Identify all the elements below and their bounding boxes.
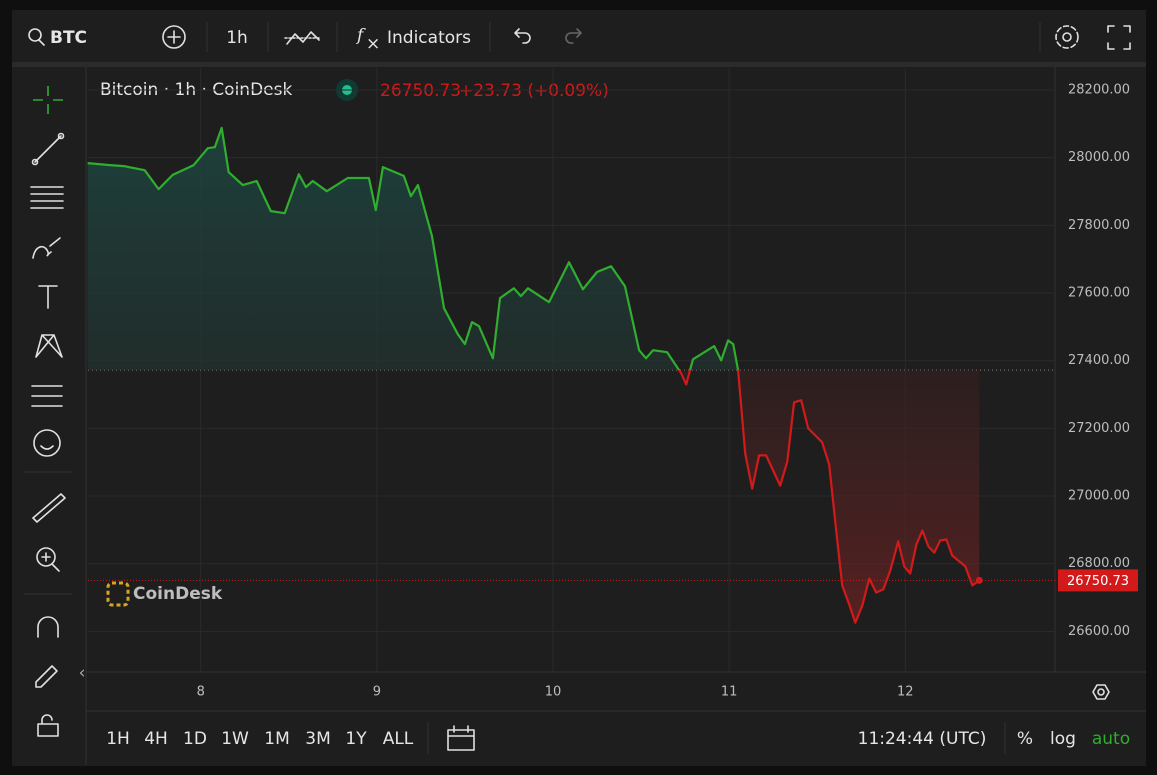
chart-type-icon[interactable] <box>286 31 320 45</box>
y-tick-label: 27400.00 <box>1068 353 1130 368</box>
range-button[interactable]: 1M <box>264 729 289 749</box>
magnet-tool[interactable] <box>37 616 59 638</box>
y-tick-label: 27000.00 <box>1068 489 1130 504</box>
range-button[interactable]: 1W <box>221 729 249 749</box>
interval[interactable]: 1h <box>226 28 248 48</box>
range-button[interactable]: ALL <box>383 729 414 749</box>
axis-settings-icon <box>1097 688 1105 696</box>
scale-option[interactable]: % <box>1017 729 1033 749</box>
price-line <box>87 126 980 624</box>
watermark: CoinDesk <box>133 584 223 604</box>
x-tick-label: 12 <box>897 685 914 700</box>
fib-tool[interactable] <box>30 186 64 209</box>
add-icon <box>167 30 181 44</box>
scale-option[interactable]: log <box>1050 729 1076 749</box>
lock-drawing-tool[interactable] <box>35 665 58 688</box>
y-tick-label: 26600.00 <box>1068 624 1130 639</box>
unlock-tool[interactable] <box>37 714 59 737</box>
search-icon[interactable] <box>28 28 42 42</box>
x-tick-label: 10 <box>545 685 562 700</box>
header-price: 26750.73 <box>380 81 461 101</box>
range-button[interactable]: 4H <box>144 729 168 749</box>
fullscreen-icon[interactable] <box>1107 25 1131 50</box>
x-tick-label: 8 <box>197 685 205 700</box>
undo-icon[interactable] <box>514 28 531 44</box>
y-tick-label: 28200.00 <box>1068 82 1130 97</box>
line-tool[interactable] <box>34 135 62 163</box>
axis-settings-icon[interactable] <box>1092 684 1110 700</box>
y-tick-label: 27600.00 <box>1068 286 1130 301</box>
collapse-toggle[interactable]: ‹ <box>79 663 86 683</box>
bottom-toolbar: 11:24:44 (UTC) 1H 4H 1D 1W 1M 3M 1Y ALL% log auto <box>106 722 1130 754</box>
range-button[interactable]: 1Y <box>345 729 367 749</box>
watermark-logo <box>106 581 130 607</box>
add-icon[interactable] <box>162 25 186 49</box>
forecast-tool[interactable] <box>31 385 63 407</box>
range-button[interactable]: 1H <box>106 729 130 749</box>
clock: 11:24:44 (UTC) <box>858 729 987 749</box>
line-tool <box>31 158 39 166</box>
baseline-area <box>87 127 980 623</box>
range-button[interactable]: 3M <box>305 729 330 749</box>
top-toolbar: BTC 1h f × Indicators <box>28 22 1131 54</box>
settings-icon <box>1055 25 1079 49</box>
x-tick-label: 9 <box>373 685 381 700</box>
ruler-tool[interactable] <box>32 493 66 523</box>
plot: 26600.00 26800.00 27000.00 27200.00 27400.00… <box>87 68 1138 700</box>
text-tool[interactable] <box>38 285 58 309</box>
line-tool <box>57 132 65 140</box>
x-tick-label: 11 <box>721 685 738 700</box>
crosshair-tool[interactable] <box>33 86 63 114</box>
y-tick-label: 26800.00 <box>1068 556 1130 571</box>
settings-icon[interactable] <box>1062 32 1072 42</box>
header-change: +23.73 (+0.09%) <box>459 81 609 101</box>
redo-icon[interactable] <box>565 28 582 44</box>
fx-icon: × <box>366 34 380 54</box>
zoom-tool <box>41 552 60 572</box>
symbol[interactable]: BTC <box>50 28 87 48</box>
pattern-tool[interactable] <box>35 334 63 358</box>
last-price-label: 26750.73 <box>1067 574 1129 589</box>
left-toolbar: ‹ <box>24 86 86 737</box>
y-tick-label: 27800.00 <box>1068 218 1130 233</box>
search-icon <box>38 39 45 46</box>
emoji-tool[interactable] <box>33 429 61 457</box>
indicators-button[interactable]: Indicators <box>387 28 471 48</box>
last-price-dot <box>975 576 983 584</box>
fx-icon: f <box>355 26 366 46</box>
last-price-tag <box>1058 569 1138 592</box>
zoom-tool[interactable] <box>36 547 56 567</box>
divider <box>12 62 1146 67</box>
y-tick-label: 27200.00 <box>1068 421 1130 436</box>
range-button[interactable]: 1D <box>183 729 207 749</box>
y-tick-label: 28000.00 <box>1068 150 1130 165</box>
scale-option[interactable]: auto <box>1092 729 1130 749</box>
brush-tool[interactable] <box>32 237 61 259</box>
calendar-icon[interactable] <box>447 725 475 751</box>
emoji-tool <box>40 445 54 450</box>
